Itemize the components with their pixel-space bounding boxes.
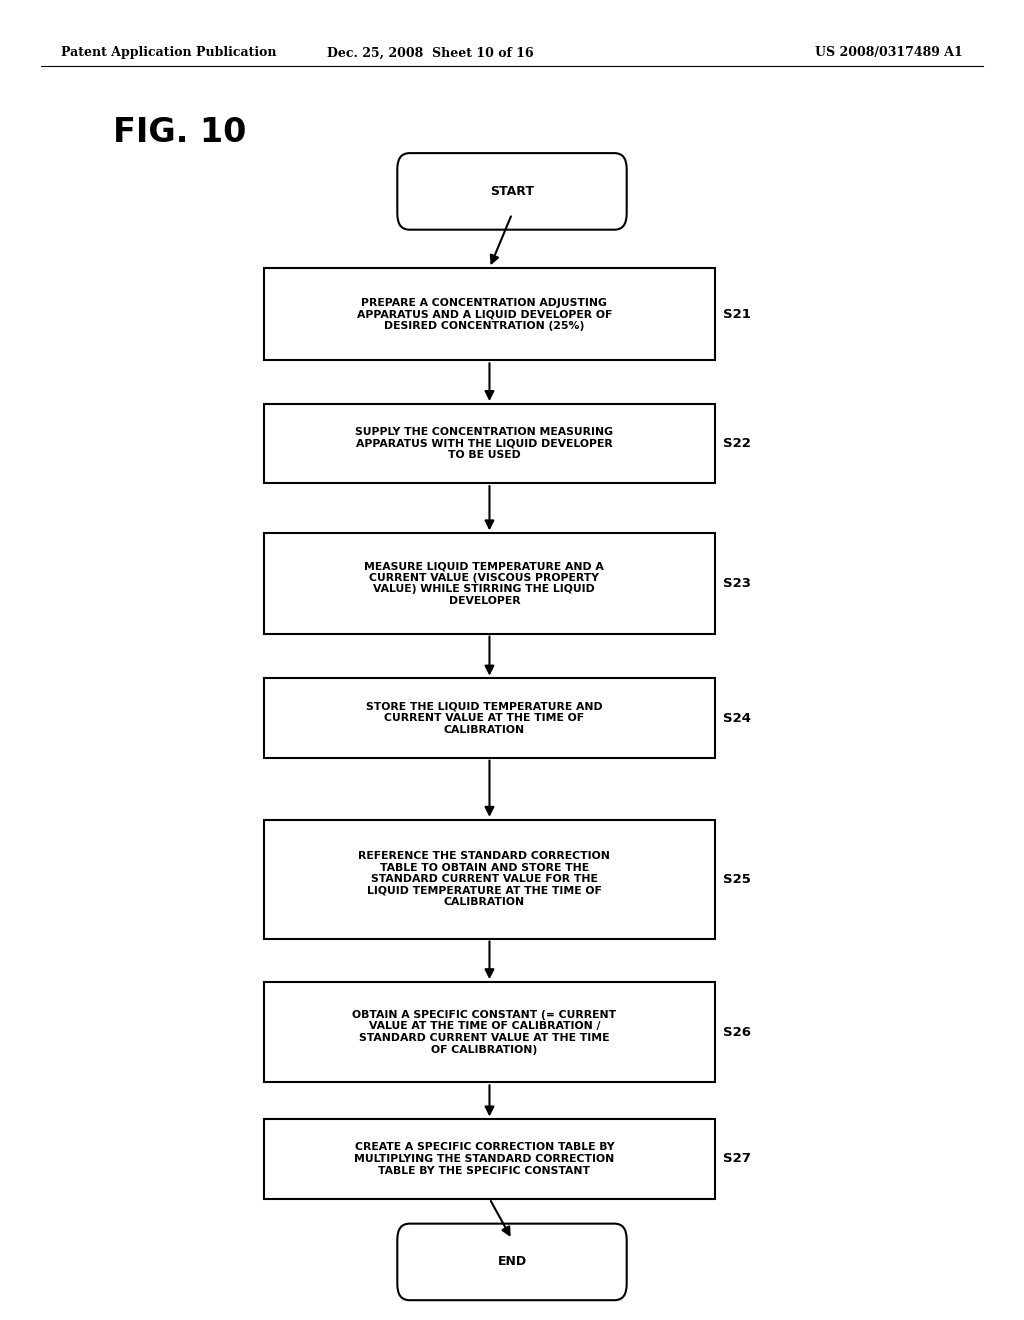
Text: Patent Application Publication: Patent Application Publication bbox=[61, 46, 276, 59]
FancyBboxPatch shape bbox=[397, 1224, 627, 1300]
Text: S27: S27 bbox=[723, 1152, 751, 1166]
Text: CREATE A SPECIFIC CORRECTION TABLE BY
MULTIPLYING THE STANDARD CORRECTION
TABLE : CREATE A SPECIFIC CORRECTION TABLE BY MU… bbox=[354, 1142, 614, 1176]
Bar bbox=[264, 678, 715, 758]
Text: FIG. 10: FIG. 10 bbox=[113, 116, 246, 149]
Bar bbox=[264, 1119, 715, 1199]
Text: S25: S25 bbox=[723, 873, 751, 886]
Text: END: END bbox=[498, 1255, 526, 1269]
Text: REFERENCE THE STANDARD CORRECTION
TABLE TO OBTAIN AND STORE THE
STANDARD CURRENT: REFERENCE THE STANDARD CORRECTION TABLE … bbox=[358, 851, 610, 907]
Text: US 2008/0317489 A1: US 2008/0317489 A1 bbox=[815, 46, 963, 59]
Text: STORE THE LIQUID TEMPERATURE AND
CURRENT VALUE AT THE TIME OF
CALIBRATION: STORE THE LIQUID TEMPERATURE AND CURRENT… bbox=[366, 701, 603, 735]
Bar bbox=[264, 820, 715, 939]
Bar bbox=[264, 533, 715, 634]
Text: MEASURE LIQUID TEMPERATURE AND A
CURRENT VALUE (VISCOUS PROPERTY
VALUE) WHILE ST: MEASURE LIQUID TEMPERATURE AND A CURRENT… bbox=[365, 561, 604, 606]
Text: SUPPLY THE CONCENTRATION MEASURING
APPARATUS WITH THE LIQUID DEVELOPER
TO BE USE: SUPPLY THE CONCENTRATION MEASURING APPAR… bbox=[355, 426, 613, 461]
Text: S21: S21 bbox=[723, 308, 751, 321]
Text: S22: S22 bbox=[723, 437, 751, 450]
Bar bbox=[264, 982, 715, 1082]
Text: START: START bbox=[490, 185, 534, 198]
Bar bbox=[264, 404, 715, 483]
Bar bbox=[264, 268, 715, 360]
Text: S24: S24 bbox=[723, 711, 751, 725]
Text: OBTAIN A SPECIFIC CONSTANT (= CURRENT
VALUE AT THE TIME OF CALIBRATION /
STANDAR: OBTAIN A SPECIFIC CONSTANT (= CURRENT VA… bbox=[352, 1010, 616, 1055]
Text: Dec. 25, 2008  Sheet 10 of 16: Dec. 25, 2008 Sheet 10 of 16 bbox=[327, 46, 534, 59]
Text: PREPARE A CONCENTRATION ADJUSTING
APPARATUS AND A LIQUID DEVELOPER OF
DESIRED CO: PREPARE A CONCENTRATION ADJUSTING APPARA… bbox=[356, 297, 612, 331]
Text: S26: S26 bbox=[723, 1026, 751, 1039]
Text: S23: S23 bbox=[723, 577, 751, 590]
FancyBboxPatch shape bbox=[397, 153, 627, 230]
